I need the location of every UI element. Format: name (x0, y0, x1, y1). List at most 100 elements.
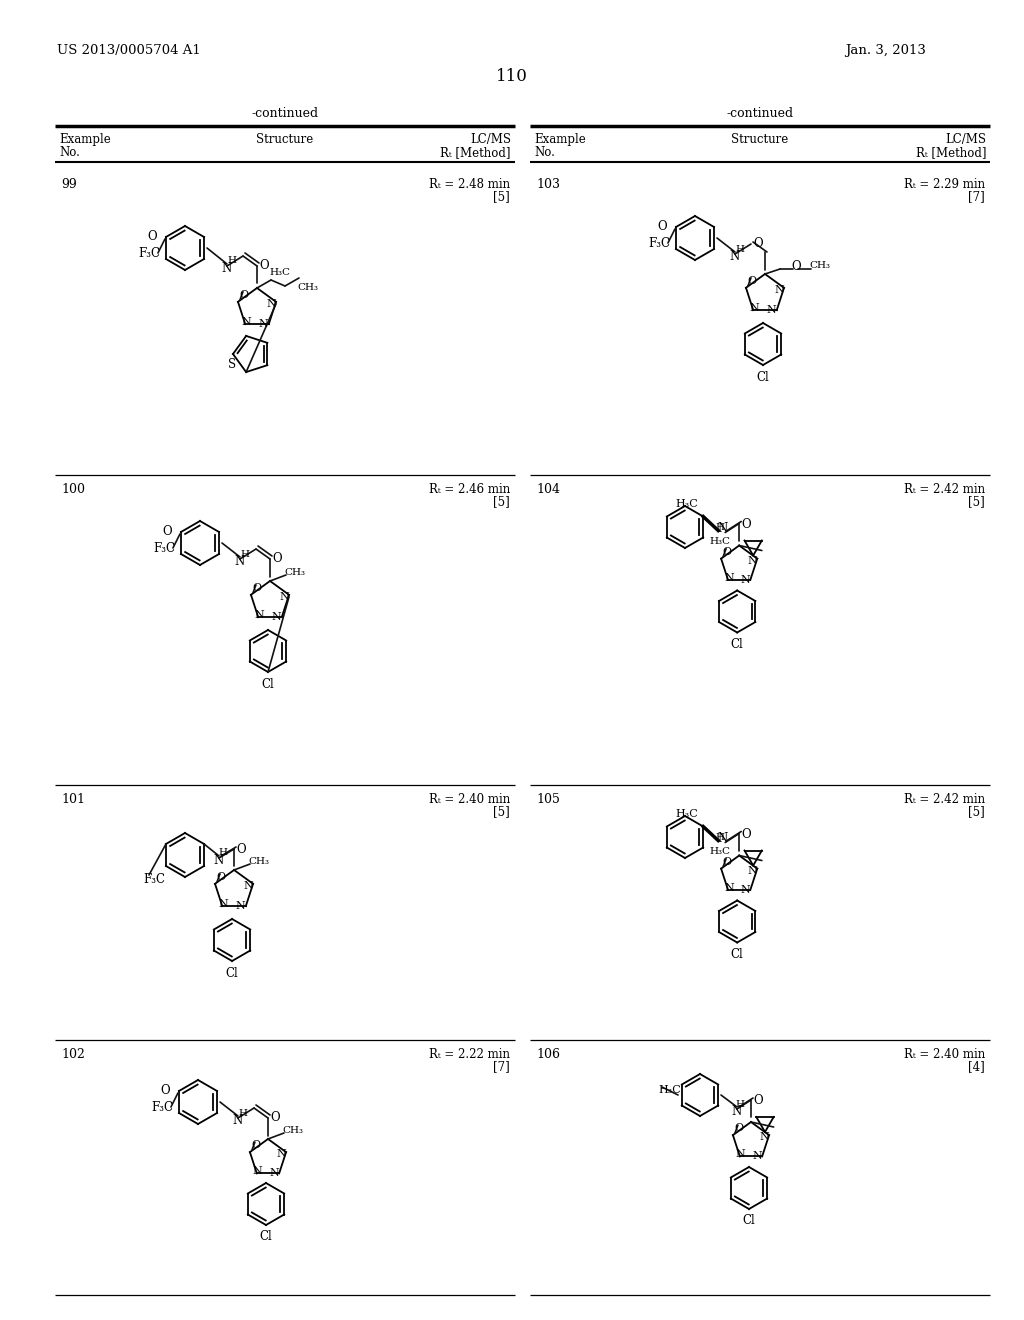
Text: N: N (242, 317, 251, 327)
Text: No.: No. (59, 147, 80, 158)
Text: O: O (741, 828, 751, 841)
Text: N: N (269, 1168, 279, 1179)
Text: -continued: -continued (252, 107, 318, 120)
Text: H₃C: H₃C (710, 846, 730, 855)
Text: O: O (147, 230, 157, 243)
Text: Rₜ [Method]: Rₜ [Method] (440, 147, 511, 158)
Text: N: N (724, 573, 734, 583)
Text: N: N (271, 612, 282, 622)
Text: O: O (162, 525, 172, 539)
Text: US 2013/0005704 A1: US 2013/0005704 A1 (57, 44, 201, 57)
Text: O: O (657, 220, 667, 234)
Text: H₃C: H₃C (658, 1085, 681, 1096)
Text: N: N (213, 854, 223, 867)
Text: O: O (734, 1123, 743, 1133)
Text: N: N (279, 591, 289, 602)
Text: H₃C: H₃C (710, 536, 730, 545)
Text: N: N (767, 305, 776, 315)
Text: N: N (234, 554, 245, 568)
Text: [5]: [5] (494, 805, 510, 818)
Text: N: N (266, 298, 275, 309)
Text: O: O (753, 238, 763, 249)
Text: 105: 105 (536, 793, 560, 807)
Text: Rₜ = 2.40 min: Rₜ = 2.40 min (429, 793, 510, 807)
Text: Cl: Cl (225, 968, 239, 979)
Text: CH₃: CH₃ (809, 261, 830, 271)
Text: S: S (228, 358, 237, 371)
Text: N: N (736, 1150, 745, 1159)
Text: Structure: Structure (256, 133, 313, 147)
Text: -continued: -continued (726, 107, 794, 120)
Text: [4]: [4] (969, 1060, 985, 1073)
Text: CH₃: CH₃ (284, 568, 305, 577)
Text: N: N (774, 285, 783, 294)
Text: H₃C: H₃C (676, 499, 698, 510)
Text: [5]: [5] (494, 190, 510, 203)
Text: Example: Example (534, 133, 586, 147)
Text: H: H (218, 847, 227, 857)
Text: N: N (221, 261, 231, 275)
Text: N: N (759, 1133, 769, 1142)
Text: CH₃: CH₃ (282, 1126, 303, 1135)
Text: N: N (740, 884, 751, 895)
Text: N: N (748, 556, 757, 566)
Text: Rₜ = 2.29 min: Rₜ = 2.29 min (904, 178, 985, 191)
Text: H: H (240, 550, 249, 558)
Text: F₃C: F₃C (153, 543, 175, 554)
Text: Rₜ = 2.40 min: Rₜ = 2.40 min (904, 1048, 985, 1061)
Text: 103: 103 (536, 178, 560, 191)
Text: 110: 110 (496, 69, 528, 84)
Text: N: N (236, 902, 246, 911)
Text: F₃C: F₃C (143, 873, 165, 886)
Text: N: N (729, 249, 739, 263)
Text: N: N (253, 1167, 262, 1176)
Text: O: O (270, 1111, 280, 1125)
Text: 104: 104 (536, 483, 560, 496)
Text: Rₜ = 2.46 min: Rₜ = 2.46 min (429, 483, 510, 496)
Text: Cl: Cl (261, 678, 274, 690)
Text: CH₃: CH₃ (297, 282, 318, 292)
Text: H: H (735, 246, 744, 253)
Text: H₃C: H₃C (676, 809, 698, 818)
Text: Cl: Cl (742, 1214, 756, 1228)
Text: O: O (722, 857, 731, 867)
Text: Cl: Cl (757, 371, 769, 384)
Text: LC/MS: LC/MS (470, 133, 511, 147)
Text: N: N (753, 1151, 762, 1162)
Text: N: N (724, 883, 734, 892)
Text: N: N (750, 304, 759, 313)
Text: F₃C: F₃C (151, 1101, 173, 1114)
Text: N: N (748, 866, 757, 875)
Text: Cl: Cl (731, 638, 743, 651)
Text: N: N (243, 880, 253, 891)
Text: O: O (239, 290, 248, 300)
Text: [5]: [5] (494, 495, 510, 508)
Text: [5]: [5] (969, 495, 985, 508)
Text: Rₜ [Method]: Rₜ [Method] (915, 147, 986, 158)
Text: F₃C: F₃C (648, 238, 670, 249)
Text: H: H (715, 524, 724, 532)
Text: Rₜ = 2.42 min: Rₜ = 2.42 min (904, 483, 985, 496)
Text: Jan. 3, 2013: Jan. 3, 2013 (845, 44, 926, 57)
Text: O: O (722, 546, 731, 557)
Text: No.: No. (534, 147, 555, 158)
Text: Cl: Cl (260, 1230, 272, 1243)
Text: N: N (731, 1105, 741, 1118)
Text: Example: Example (59, 133, 111, 147)
Text: O: O (753, 1094, 763, 1107)
Text: [7]: [7] (494, 1060, 510, 1073)
Text: 101: 101 (61, 793, 85, 807)
Text: LC/MS: LC/MS (945, 133, 986, 147)
Text: F₃C: F₃C (138, 247, 160, 260)
Text: N: N (717, 523, 727, 536)
Text: Rₜ = 2.42 min: Rₜ = 2.42 min (904, 793, 985, 807)
Text: O: O (237, 843, 246, 855)
Text: H: H (735, 1100, 744, 1109)
Text: 106: 106 (536, 1048, 560, 1061)
Text: N: N (259, 319, 268, 329)
Text: O: O (160, 1084, 170, 1097)
Text: Rₜ = 2.48 min: Rₜ = 2.48 min (429, 178, 510, 191)
Text: H₃C: H₃C (269, 268, 290, 277)
Text: O: O (216, 871, 225, 882)
Text: 102: 102 (61, 1048, 85, 1061)
